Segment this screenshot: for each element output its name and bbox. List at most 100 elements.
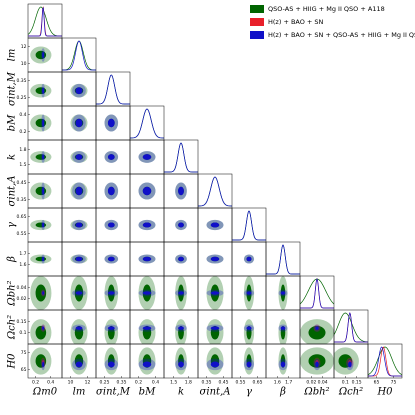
posterior-1d [62, 40, 96, 71]
x-axis-label: bM [139, 387, 156, 398]
contour-1sigma [280, 326, 286, 330]
panel [300, 347, 334, 375]
panel [164, 142, 198, 173]
x-tick-label: 0.35 [201, 380, 211, 386]
x-axis-label: Ωbh² [303, 387, 329, 398]
contour-1sigma [107, 222, 115, 228]
panel [138, 254, 156, 264]
contour-1sigma [75, 326, 83, 330]
x-tick-label: 65 [374, 380, 380, 386]
panel [30, 83, 52, 98]
panel [243, 347, 255, 375]
y-tick-label: 0.1 [19, 330, 26, 336]
y-axis-label: σint,M [7, 71, 18, 106]
x-tick-label: 0.25 [99, 380, 109, 386]
contour-1sigma [210, 291, 220, 295]
panel [138, 182, 156, 200]
panel [175, 219, 187, 231]
x-tick-label: 0.55 [235, 380, 245, 386]
contour-1sigma [315, 361, 319, 368]
x-tick-label: 0.04 [318, 380, 328, 386]
panel [138, 276, 156, 310]
x-tick-label: 10 [68, 380, 74, 386]
y-axis-label: Ωbh² [7, 280, 18, 306]
panel [278, 347, 288, 375]
contour-1sigma [142, 291, 152, 295]
contour-1sigma [42, 222, 45, 228]
panel [138, 151, 156, 163]
panel [138, 319, 156, 344]
y-axis-label: bM [7, 114, 18, 131]
panel [96, 74, 130, 105]
y-tick-label: 0.35 [16, 197, 26, 203]
panel [70, 83, 88, 98]
panel [28, 6, 62, 37]
x-tick-label: 0.1 [342, 380, 349, 386]
y-tick-label: 0.4 [19, 112, 26, 118]
y-tick-label: 1.5 [19, 162, 26, 168]
posterior-1d [96, 74, 130, 105]
contour-1sigma [246, 361, 252, 368]
contour-1sigma [178, 361, 184, 368]
contour-1sigma [178, 256, 184, 262]
posterior-1d [334, 312, 368, 343]
panel [104, 319, 119, 344]
contour-1sigma [178, 326, 184, 330]
contour-1sigma [107, 291, 115, 295]
y-axis-label: β [7, 256, 18, 263]
panel-frame [299, 275, 335, 311]
panel [70, 151, 88, 163]
y-axis-label: γ [7, 222, 18, 228]
panel [206, 347, 224, 375]
panel [30, 182, 52, 200]
panel [30, 276, 52, 310]
panel-frame [265, 241, 301, 277]
contour-1sigma [107, 256, 115, 262]
contour-1sigma [210, 326, 220, 330]
y-tick-label: 0.04 [16, 285, 26, 291]
panel-frame [197, 173, 233, 209]
legend-label: H(z) + BAO + SN + QSO-AS + HIIG + Mg II … [268, 31, 415, 39]
panel [30, 219, 52, 231]
panel [30, 254, 52, 264]
contour-1sigma [178, 186, 184, 196]
contour-1sigma [35, 284, 47, 302]
x-tick-label: 0.45 [218, 380, 228, 386]
y-axis-label: σint,A [7, 176, 18, 207]
y-axis-label: H0 [7, 353, 18, 370]
contour-1sigma [107, 361, 115, 368]
posterior-1d [28, 6, 62, 37]
posterior-1d [300, 277, 334, 309]
contour-1sigma [42, 51, 45, 59]
y-tick-label: 0.25 [16, 95, 26, 101]
posterior-1d [28, 7, 62, 37]
posterior-1d [198, 176, 232, 207]
panel [300, 277, 334, 309]
y-tick-label: 1.8 [19, 147, 26, 153]
contour-1sigma [42, 291, 45, 295]
contour-1sigma [246, 291, 252, 295]
posterior-1d [300, 277, 334, 309]
panel [104, 347, 119, 375]
contour-1sigma [42, 118, 45, 128]
panel [175, 182, 187, 200]
contour-1sigma [280, 361, 286, 368]
panel [206, 276, 224, 310]
x-axis-label: Ωm0 [32, 387, 58, 398]
panel [334, 347, 359, 375]
contour-1sigma [42, 186, 45, 196]
contour-1sigma [142, 186, 152, 196]
legend-label: H(z) + BAO + SN [268, 18, 324, 26]
x-axis-label: σint,A [200, 387, 231, 398]
panel [70, 319, 88, 344]
panel [278, 319, 288, 344]
panel [130, 108, 164, 139]
posterior-1d [368, 346, 402, 377]
x-tick-label: 12 [85, 380, 91, 386]
y-tick-label: 0.35 [16, 78, 26, 84]
posterior-1d [334, 312, 368, 343]
y-tick-label: 1.6 [19, 262, 26, 268]
posterior-1d [164, 142, 198, 173]
panel [70, 114, 88, 132]
